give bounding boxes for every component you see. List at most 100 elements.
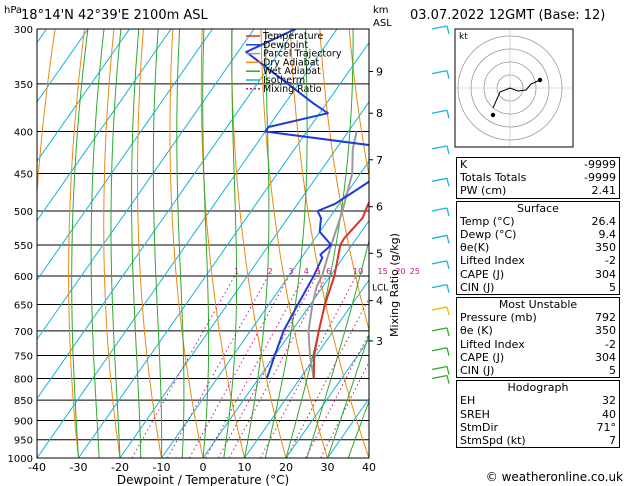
- dry-adiabat-line: [348, 29, 369, 179]
- lcl-label: LCL: [372, 284, 388, 294]
- pressure-tick-label: 300: [14, 25, 33, 36]
- surface-value: 9.4: [598, 228, 617, 242]
- surface-row: CIN (J) 5: [460, 281, 616, 294]
- surface-value: 26.4: [591, 214, 617, 228]
- surface-row: Temp (°C) 26.4: [460, 215, 616, 228]
- mixing-ratio-line: [188, 275, 290, 458]
- pressure-tick-label: 850: [14, 396, 33, 407]
- wet-adiabat-line: [90, 29, 105, 458]
- most-unstable-title: Most Unstable: [498, 298, 578, 312]
- wet-adiabat-line: [176, 29, 185, 458]
- hodograph-param-label: EH: [460, 394, 476, 408]
- wind-barb-flag: [446, 178, 450, 187]
- wet-adiabat-line: [152, 29, 163, 458]
- mixing-ratio-label: 4: [304, 267, 309, 276]
- mixing-ratio-label: 5: [316, 267, 321, 276]
- wind-barb-flag: [446, 235, 450, 244]
- surface-label: Dewp (°C): [460, 228, 517, 242]
- surface-value: 5: [609, 280, 616, 294]
- wet-adiabat-line: [71, 29, 89, 458]
- surface-row: Lifted Index -2: [460, 254, 616, 267]
- run-datetime: 03.07.2022 12GMT (Base: 12): [410, 8, 606, 23]
- legend-label: Isotherm: [263, 75, 305, 86]
- wet-adiabat-line: [327, 333, 369, 458]
- temperature-curve: [312, 201, 369, 379]
- surface-value: 304: [595, 267, 616, 281]
- isotherm-line: [78, 41, 369, 458]
- mixing-ratio-line: [131, 275, 236, 458]
- mixing-ratio-axis-title: Mixing Ratio (g/kg): [388, 233, 401, 337]
- mixing-ratio-label: 20: [395, 267, 405, 276]
- surface-row: θe(K) 350: [460, 241, 616, 254]
- mixing-ratio-label: 2: [268, 267, 273, 276]
- most-unstable-label: Pressure (mb): [460, 311, 537, 325]
- wind-barb: [431, 347, 448, 352]
- dry-adiabat-line: [200, 29, 245, 458]
- dry-adiabat-line: [260, 29, 328, 458]
- wind-barb: [431, 234, 448, 240]
- legend-label: Temperature: [262, 31, 323, 42]
- hodograph-param-label: StmSpd (kt): [460, 434, 526, 448]
- credit-text: © weatheronline.co.uk: [485, 470, 623, 484]
- wind-barb: [431, 260, 448, 265]
- surface-label: CIN (J): [460, 280, 495, 294]
- hodograph-params-title: Hodograph: [507, 381, 569, 395]
- dry-adiabat-line: [37, 29, 56, 458]
- mixing-ratio-line: [166, 275, 269, 458]
- most-unstable-value: -2: [605, 337, 616, 351]
- mixing-ratio-line: [305, 332, 369, 458]
- isotherm-line: [244, 279, 369, 458]
- surface-row: CAPE (J) 304: [460, 268, 616, 281]
- wind-barb-flag: [446, 284, 450, 293]
- hodograph-param-value: 32: [602, 394, 616, 408]
- parcel-trajectory-curve: [307, 131, 358, 379]
- surface-label: CAPE (J): [460, 267, 505, 281]
- wind-barb: [431, 365, 448, 371]
- mixing-ratio-label: 6: [326, 267, 331, 276]
- temperature-tick-label: 0: [200, 461, 207, 474]
- isotherm-line: [37, 29, 255, 341]
- isotherm-line: [119, 101, 369, 458]
- isotherm-line: [37, 29, 338, 458]
- wind-barb-flag: [446, 145, 450, 155]
- pressure-tick-label: 600: [14, 272, 33, 283]
- plot-frame: [36, 28, 370, 459]
- wind-barb-flag: [446, 347, 450, 356]
- pressure-tick-label: 1000: [8, 454, 33, 465]
- isotherm-line: [0, 29, 5, 458]
- temperature-tick-label: 20: [279, 461, 293, 474]
- pressure-tick-label: 900: [14, 416, 33, 427]
- wind-barb: [431, 374, 448, 380]
- pressure-tick-label: 650: [14, 301, 33, 312]
- height-tick-label: 9: [376, 65, 383, 78]
- wind-barb: [431, 109, 448, 114]
- wind-barb-flag: [446, 70, 450, 79]
- isotherm-line: [37, 29, 213, 281]
- axis-labels: 1 2 3 4 5 6 10 15 20 2530035040045050055060065070…: [4, 5, 420, 486]
- mixing-ratio-line: [228, 275, 328, 458]
- hodograph-param-row: StmDir 71°: [460, 421, 616, 434]
- totals-label: Totals Totals: [460, 171, 527, 185]
- height-unit-label: km: [373, 5, 389, 16]
- surface-block: Surface Temp (°C) 26.4 Dewp (°C) 9.4 θe(K) 35…: [456, 200, 620, 296]
- wind-barb-flag: [446, 25, 450, 35]
- most-unstable-label: θe (K): [460, 324, 493, 338]
- pressure-tick-label: 350: [14, 80, 33, 91]
- height-tick-label: 8: [376, 107, 383, 120]
- hodograph-unit-label: kt: [459, 32, 468, 42]
- wind-barb: [431, 145, 448, 150]
- wet-adiabat-line: [202, 29, 210, 458]
- height-tick-label: 3: [376, 335, 383, 348]
- temperature-tick-label: 40: [362, 461, 376, 474]
- legend-label: Parcel Trajectory: [263, 49, 342, 60]
- indices-panel: K -9999 Totals Totals -9999 PW (cm) 2.41 Su…: [456, 157, 620, 450]
- height-tick-label: 6: [376, 201, 383, 214]
- temperature-tick-label: 30: [321, 461, 335, 474]
- most-unstable-value: 350: [595, 324, 616, 338]
- height-asl-label: ASL: [373, 18, 392, 29]
- wind-barb-flag: [446, 207, 450, 217]
- pw-label: PW (cm): [460, 184, 507, 198]
- wind-barb-flag: [446, 260, 450, 270]
